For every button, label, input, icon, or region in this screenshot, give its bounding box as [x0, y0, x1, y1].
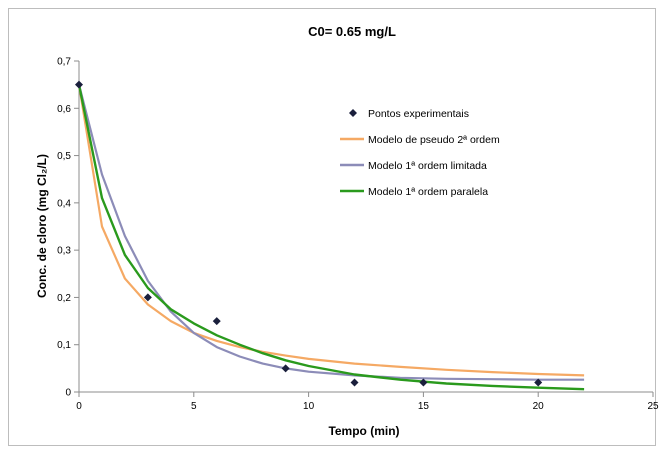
- data-point: [143, 293, 152, 302]
- legend-label: Modelo 1ª ordem limitada: [368, 160, 487, 172]
- y-tick-label: 0,4: [57, 198, 71, 209]
- legend-label: Pontos experimentais: [368, 108, 469, 120]
- y-tick-label: 0: [65, 388, 71, 399]
- data-point: [419, 378, 428, 387]
- series-line-3: [77, 84, 585, 391]
- legend-label: Modelo de pseudo 2ª ordem: [368, 134, 500, 146]
- legend-marker: [349, 109, 357, 117]
- series-line-2: [77, 84, 585, 381]
- data-point: [212, 317, 221, 326]
- x-tick-label: 10: [303, 401, 315, 412]
- x-tick-label: 25: [647, 401, 659, 412]
- chart-title: C0= 0.65 mg/L: [308, 24, 396, 39]
- y-tick-label: 0,5: [57, 151, 71, 162]
- x-tick-label: 15: [418, 401, 430, 412]
- y-tick-label: 0,1: [57, 340, 71, 351]
- y-tick-label: 0,2: [57, 293, 71, 304]
- y-tick-label: 0,6: [57, 104, 71, 115]
- data-point: [534, 378, 543, 387]
- y-tick-label: 0,7: [57, 57, 71, 68]
- series-line-1: [77, 84, 585, 377]
- data-point: [281, 364, 290, 373]
- legend: Pontos experimentais Modelo de pseudo 2ª …: [340, 108, 500, 198]
- x-tick-label: 5: [191, 401, 197, 412]
- legend-label: Modelo 1ª ordem paralela: [368, 186, 488, 198]
- data-point: [75, 80, 83, 89]
- data-point: [350, 378, 359, 387]
- x-tick-label: 20: [533, 401, 545, 412]
- y-axis-label: Conc. de cloro (mg Cl₂/L): [35, 154, 49, 298]
- axes: 0 0,1 0,2 0,3 0,4 0,5 0,6 0,7 0 5 10 15 20 25: [57, 57, 659, 413]
- y-tick-label: 0,3: [57, 246, 71, 257]
- x-tick-label: 0: [76, 401, 82, 412]
- x-axis-label: Tempo (min): [328, 424, 399, 438]
- plot-area: [75, 80, 585, 391]
